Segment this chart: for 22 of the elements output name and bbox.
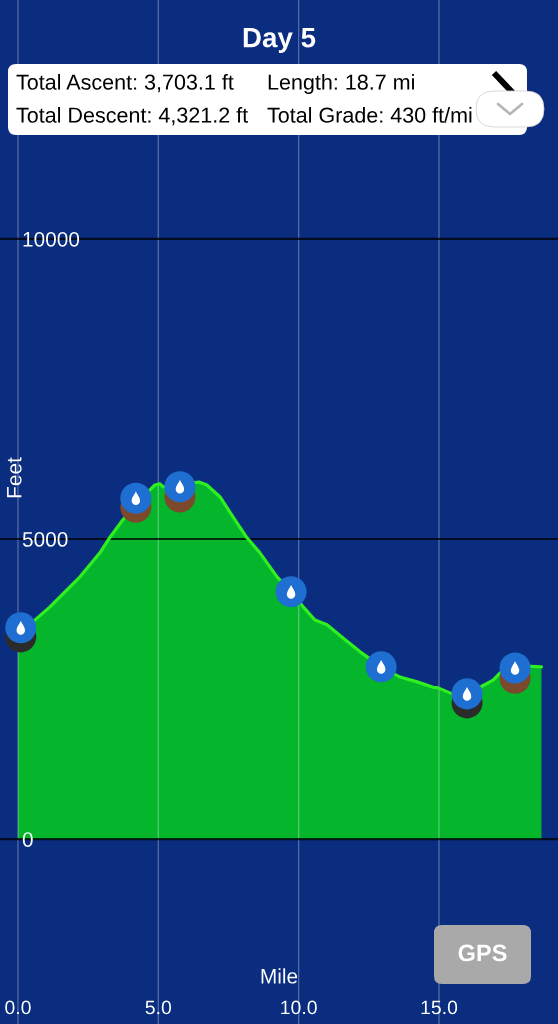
annotation: Total Grade: 430 ft/mi — [267, 106, 472, 123]
annotation: Length: 18.7 mi — [268, 73, 414, 95]
annotation: GPS — [458, 944, 507, 962]
y-tick-label: 5000 — [22, 532, 68, 547]
annotation: Total Descent: 4,321.2 ft — [16, 106, 248, 126]
point — [120, 482, 152, 514]
point — [499, 652, 531, 684]
x-tick-label: 5.0 — [145, 1000, 172, 1015]
y-tick-label: 0 — [22, 832, 33, 847]
y-tick-label: 10000 — [23, 231, 80, 247]
point — [5, 612, 37, 644]
x-tick-label: 15.0 — [421, 1000, 458, 1015]
y-axis-title: Feet — [7, 457, 22, 498]
x-tick-label: 10.0 — [281, 1000, 317, 1015]
point — [275, 576, 307, 608]
text: Day 5 — [243, 28, 316, 53]
point — [365, 651, 397, 683]
point — [451, 678, 483, 710]
annotation: Total Ascent: 3,703.1 ft — [16, 73, 234, 93]
point — [164, 471, 196, 503]
x-axis-title: Mile — [261, 968, 298, 984]
x-tick-label: 0.0 — [5, 1000, 31, 1015]
